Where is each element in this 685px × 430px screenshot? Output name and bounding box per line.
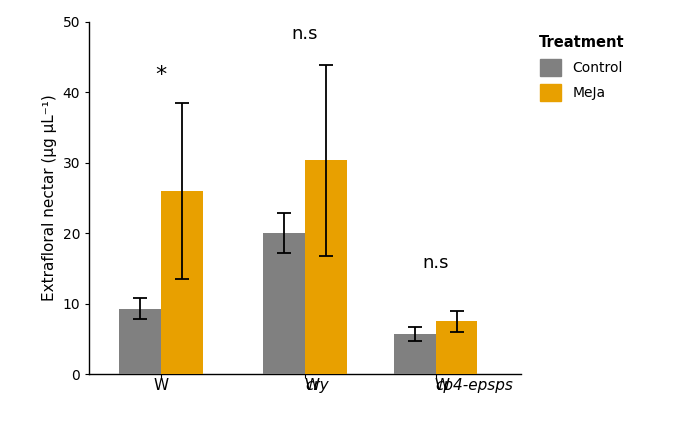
Text: cp4-epsps: cp4-epsps [436, 378, 514, 393]
Text: W: W [435, 378, 450, 393]
Bar [305, 160, 347, 374]
Text: cry: cry [305, 378, 328, 393]
Legend: Control, MeJa: Control, MeJa [532, 28, 632, 108]
Bar [436, 321, 477, 374]
Text: n.s: n.s [292, 25, 318, 43]
Bar [119, 308, 161, 374]
Text: W: W [153, 378, 169, 393]
Text: *: * [155, 65, 166, 85]
Text: W: W [304, 378, 319, 393]
Text: n.s: n.s [423, 254, 449, 272]
Y-axis label: Extrafloral nectar (μg μL⁻¹): Extrafloral nectar (μg μL⁻¹) [42, 95, 57, 301]
Bar [161, 191, 203, 374]
Bar [263, 233, 305, 374]
Bar [394, 334, 436, 374]
